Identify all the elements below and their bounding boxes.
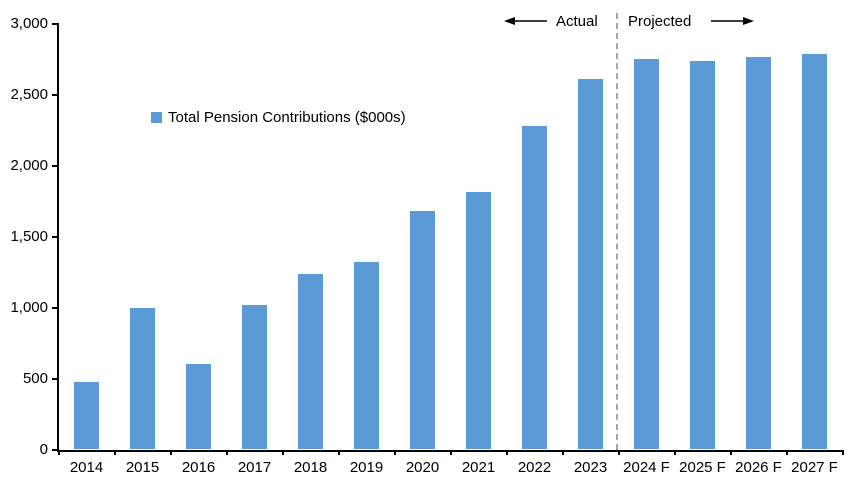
x-axis-tick-label: 2027 F	[791, 459, 838, 476]
bar-2025-f	[690, 60, 715, 450]
bar-2020	[410, 211, 435, 450]
y-axis-tick-mark	[52, 23, 57, 25]
x-axis-tick-label: 2018	[293, 459, 328, 476]
y-axis-line	[57, 23, 59, 452]
y-axis-tick-label: 2,000	[10, 156, 48, 174]
x-axis-tick-label: 2017	[237, 459, 272, 476]
legend-swatch-icon	[151, 112, 162, 123]
x-axis-tick-label: 2021	[461, 459, 496, 476]
legend-label: Total Pension Contributions ($000s)	[168, 109, 406, 126]
x-axis-tick-label: 2023	[573, 459, 608, 476]
bar-2021	[466, 192, 491, 450]
y-axis-tick-mark	[52, 448, 57, 451]
x-axis-tick-mark	[561, 450, 564, 455]
x-axis-tick-label: 2024 F	[623, 459, 670, 476]
bar-2019	[354, 262, 379, 450]
legend: Total Pension Contributions ($000s)	[151, 109, 406, 126]
x-axis-tick-mark	[337, 450, 340, 455]
x-axis-tick-label: 2019	[349, 459, 384, 476]
x-axis-tick-mark	[113, 450, 116, 455]
bar-2014	[74, 382, 99, 450]
y-axis-tick-mark	[52, 377, 57, 380]
x-axis-tick-mark	[169, 450, 172, 455]
y-axis-tick-mark	[52, 306, 57, 309]
x-axis-tick-label: 2014	[69, 459, 104, 476]
y-axis-tick-mark	[52, 93, 57, 96]
x-axis-tick-mark	[673, 450, 676, 455]
x-axis-tick-mark	[225, 450, 228, 455]
projected-label: Projected	[628, 13, 692, 30]
x-axis-tick-mark	[785, 450, 788, 455]
bar-2027-f	[802, 53, 827, 450]
bar-2016	[186, 363, 211, 450]
x-axis-tick-label: 2026 F	[735, 459, 782, 476]
bar-2024-f	[634, 59, 659, 450]
y-axis-tick-label: 3,000	[10, 15, 48, 32]
x-axis-tick-mark	[281, 450, 284, 455]
x-axis-tick-mark	[729, 450, 732, 455]
x-axis-tick-label: 2022	[517, 459, 552, 476]
x-axis-tick-mark	[841, 450, 844, 455]
y-axis-tick-mark	[52, 164, 57, 167]
x-axis-tick-label: 2025 F	[679, 459, 726, 476]
x-axis-tick-label: 2016	[181, 459, 216, 476]
bar-2018	[298, 273, 323, 450]
x-axis-tick-label: 2015	[125, 459, 160, 476]
y-axis-tick-label: 0	[39, 440, 48, 458]
bar-2017	[242, 304, 267, 450]
bar-2023	[578, 79, 603, 450]
x-axis-tick-mark	[449, 450, 452, 455]
bar-2022	[522, 126, 547, 450]
y-axis-tick-label: 2,500	[10, 85, 48, 103]
y-axis-tick-label: 1,000	[10, 298, 48, 316]
y-axis-tick-mark	[52, 235, 57, 238]
y-axis-tick-label: 1,500	[10, 227, 48, 245]
x-axis-tick-mark	[57, 450, 60, 455]
y-axis-tick-label: 500	[22, 369, 48, 387]
bar-2026-f	[746, 57, 771, 450]
left-arrow-icon	[504, 17, 547, 25]
x-axis-tick-label: 2020	[405, 459, 440, 476]
right-arrow-icon	[711, 17, 754, 25]
x-axis-tick-mark	[505, 450, 508, 455]
bar-2015	[130, 308, 155, 450]
actual-projected-divider-line	[616, 13, 618, 450]
x-axis-tick-mark	[617, 450, 620, 455]
actual-label: Actual	[556, 13, 598, 30]
x-axis-tick-mark	[393, 450, 396, 455]
